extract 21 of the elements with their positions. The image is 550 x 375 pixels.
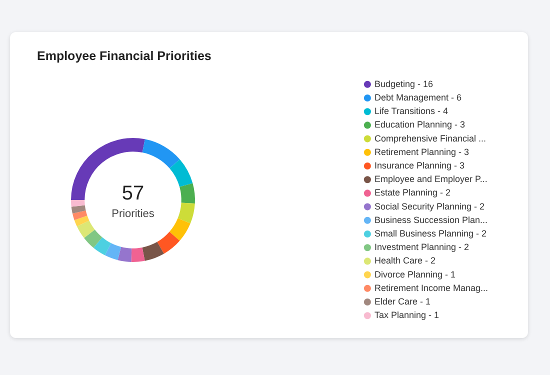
- legend-label: Estate Planning - 2: [374, 188, 451, 198]
- legend-label: Business Succession Plan...: [374, 214, 488, 225]
- legend-label: Social Security Planning - 2: [374, 201, 485, 212]
- text: Priorities: [112, 208, 155, 220]
- legend-label: Life Transitions - 4: [374, 106, 448, 116]
- legend-label: Debt Management - 6: [374, 92, 462, 102]
- legend-label: Employee and Employer P...: [374, 174, 488, 184]
- legend-label: Investment Planning - 2: [374, 242, 470, 252]
- legend-label: Tax Planning - 1: [374, 310, 439, 320]
- text: 57: [122, 182, 144, 205]
- legend-label: Health Care - 2: [374, 256, 436, 266]
- legend-label: Budgeting - 16: [374, 78, 433, 89]
- legend-label: Insurance Planning - 3: [374, 160, 465, 170]
- chart-title: Employee Financial Priorities: [37, 49, 212, 63]
- legend-label: Education Planning - 3: [374, 120, 466, 130]
- legend-label: Elder Care - 1: [374, 296, 430, 306]
- legend-label: Divorce Planning - 1: [374, 269, 456, 280]
- legend-label: Retirement Planning - 3: [374, 146, 470, 157]
- legend-label: Comprehensive Financial ...: [374, 133, 486, 144]
- legend-label: Small Business Planning - 2: [374, 228, 487, 238]
- legend-label: Retirement Income Manag...: [374, 282, 488, 293]
